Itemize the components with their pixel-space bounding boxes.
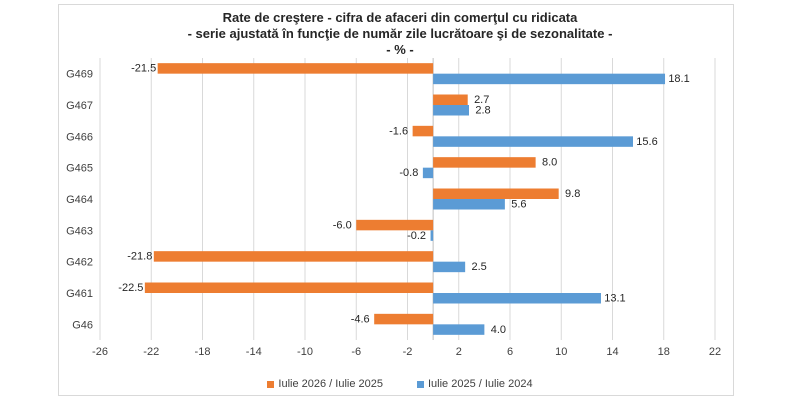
bar-series1: [356, 219, 434, 231]
x-tick-label: -10: [297, 346, 313, 358]
category-label: G463: [66, 225, 93, 237]
legend-swatch-series1: [267, 380, 275, 388]
data-label: 9.8: [565, 188, 580, 200]
legend-item-series2: Iulie 2025 / Iulie 2024: [417, 378, 533, 390]
bar-series2: [433, 136, 633, 147]
bar-series2: [433, 293, 601, 304]
bar-series1: [144, 282, 434, 293]
category-label: G466: [66, 131, 93, 143]
bar-series1: [433, 157, 536, 168]
bar-series1: [157, 63, 434, 74]
x-tick-label: -26: [92, 346, 108, 358]
x-tick-label: 22: [709, 346, 721, 358]
x-tick-label: -22: [143, 346, 159, 358]
legend-swatch-series2: [417, 380, 424, 388]
bar-series2: [433, 261, 466, 273]
bar-series1: [433, 188, 559, 199]
chart-subtitle: - serie ajustată în funcţie de număr zil…: [187, 26, 613, 41]
bar-series2: [422, 167, 434, 179]
data-label: 2.7: [474, 94, 489, 106]
data-label: -6.0: [333, 219, 352, 231]
data-label: 8.0: [542, 157, 557, 169]
legend-label-series1: Iulie 2026 / Iulie 2025: [278, 378, 383, 390]
data-label: -0.2: [407, 230, 426, 242]
chart-unit-label: - % -: [386, 42, 414, 57]
data-label: 15.6: [636, 136, 657, 148]
bar-series2: [433, 73, 666, 85]
x-tick-label: -14: [246, 346, 262, 358]
data-label: 2.5: [472, 261, 487, 273]
data-label: -4.6: [351, 313, 370, 325]
category-label: G46: [72, 319, 93, 331]
data-label: 4.0: [491, 324, 506, 336]
category-label: G465: [66, 163, 93, 175]
bar-series2: [433, 105, 469, 116]
data-label: 2.8: [475, 105, 490, 117]
bar-series1: [153, 251, 434, 262]
data-label: 18.1: [668, 73, 689, 85]
bar-series2: [430, 230, 434, 241]
bar-series2: [433, 199, 505, 210]
bar-series1: [433, 94, 468, 105]
x-tick-label: -18: [195, 346, 211, 358]
bar-series1: [374, 313, 434, 325]
category-label: G469: [66, 69, 93, 81]
data-label: -21.5: [131, 63, 156, 75]
data-label: -1.6: [389, 125, 408, 137]
bar-series2: [433, 324, 485, 335]
legend-label-series2: Iulie 2025 / Iulie 2024: [428, 378, 533, 390]
data-label: 13.1: [604, 293, 625, 305]
x-tick-label: 14: [606, 346, 618, 358]
bar-series1: [412, 125, 434, 137]
category-label: G461: [66, 288, 93, 300]
category-label: G462: [66, 257, 93, 269]
x-tick-label: -2: [403, 346, 413, 358]
chart-legend: Iulie 2026 / Iulie 2025 Iulie 2025 / Iul…: [0, 378, 800, 390]
x-tick-label: 18: [658, 346, 670, 358]
chart-title: Rate de creştere - cifra de afaceri din …: [222, 10, 578, 25]
category-label: G467: [66, 100, 93, 112]
data-label: -22.5: [118, 282, 143, 294]
x-tick-label: 6: [507, 346, 513, 358]
x-tick-label: 2: [456, 346, 462, 358]
data-label: -0.8: [399, 167, 418, 179]
x-tick-label: -6: [351, 346, 361, 358]
data-label: -21.8: [127, 251, 152, 263]
legend-item-series1: Iulie 2026 / Iulie 2025: [267, 378, 383, 390]
category-label: G464: [66, 194, 93, 206]
data-label: 5.6: [511, 199, 526, 211]
x-tick-label: 10: [555, 346, 567, 358]
